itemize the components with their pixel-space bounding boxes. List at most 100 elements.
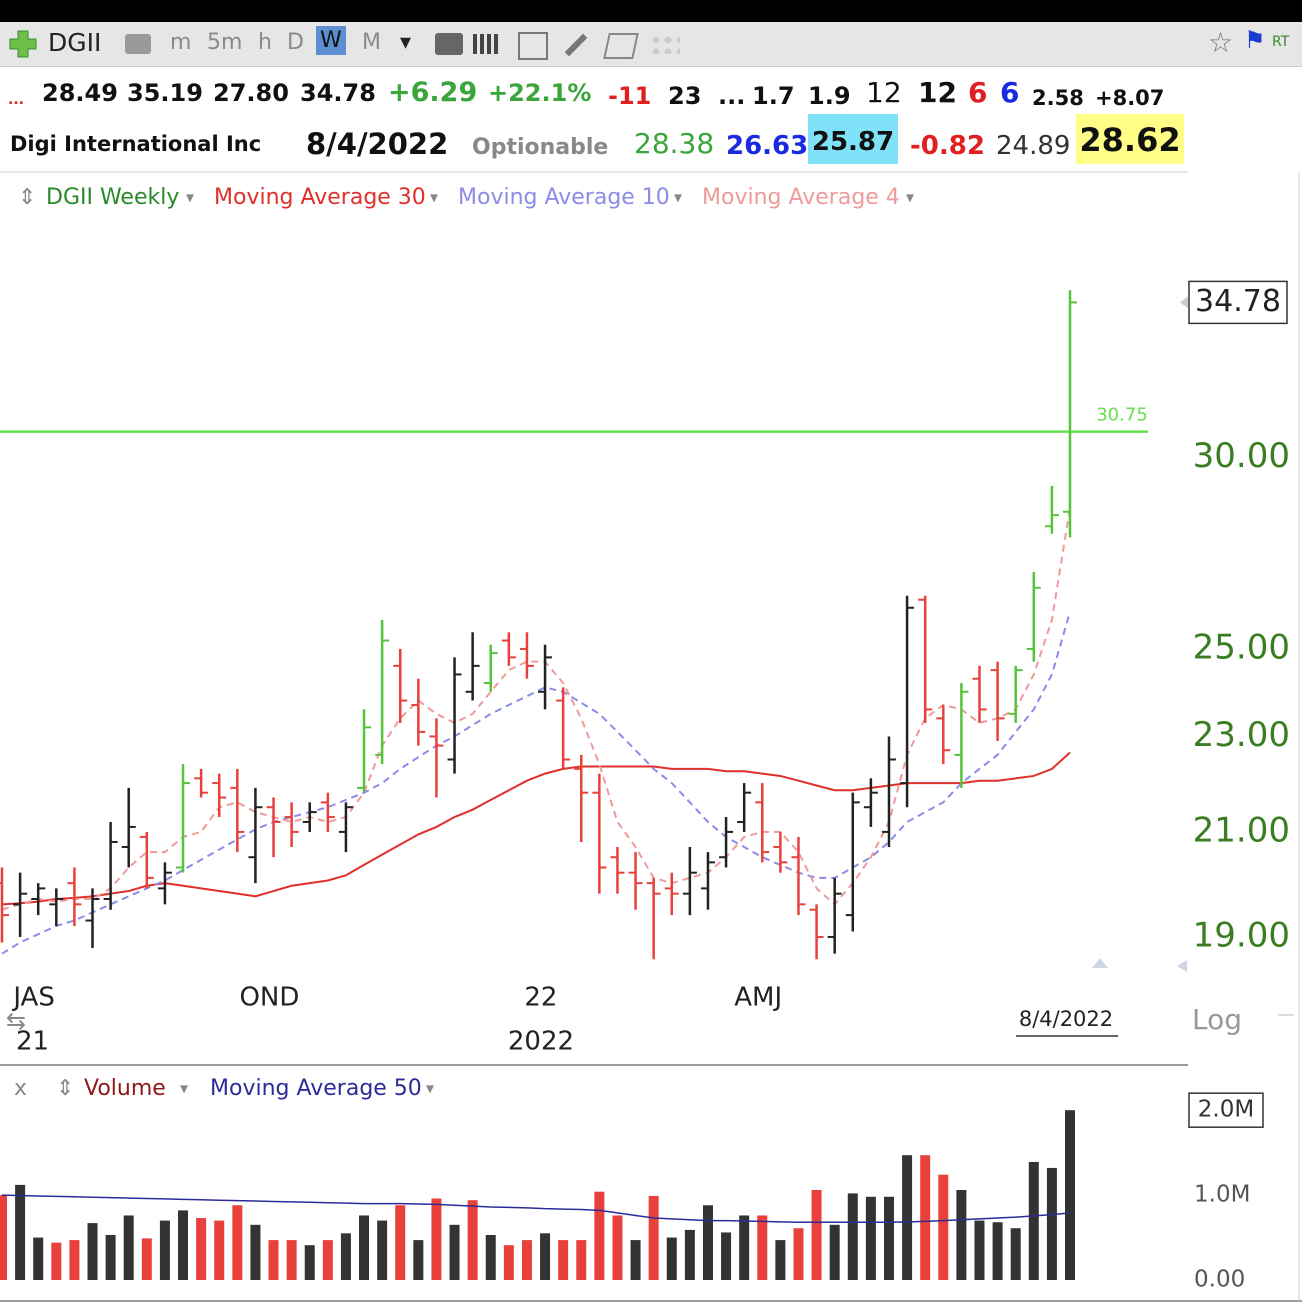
close-button[interactable]: x bbox=[14, 1076, 27, 1101]
y-tick-label: 21.00 bbox=[1193, 810, 1290, 850]
volume-bar bbox=[829, 1224, 840, 1280]
volume-bar bbox=[1028, 1161, 1039, 1280]
quote-value: 12 bbox=[866, 76, 902, 109]
realtime: RT bbox=[1272, 34, 1290, 50]
x-tick-label: JAS bbox=[11, 983, 55, 1013]
volume-bar bbox=[775, 1240, 786, 1280]
legend-entry[interactable]: Volume bbox=[84, 1076, 166, 1101]
legend-icon: ⇕ bbox=[56, 1076, 74, 1101]
volume-bar bbox=[1046, 1167, 1057, 1280]
volume-bar bbox=[956, 1190, 967, 1280]
volume-bar bbox=[69, 1240, 80, 1280]
symbol[interactable]: DGII bbox=[48, 28, 102, 57]
volume-bar bbox=[159, 1220, 170, 1280]
scroll-icon[interactable]: ⇆ bbox=[6, 1007, 26, 1035]
scroll-arrow[interactable] bbox=[1092, 958, 1108, 968]
legend-entry[interactable]: Moving Average 10 bbox=[458, 185, 670, 210]
dropdown[interactable]: ▾ bbox=[906, 188, 914, 207]
volume-bar bbox=[340, 1233, 351, 1280]
last-volume-label: 2.0M bbox=[1198, 1097, 1254, 1123]
icon[interactable] bbox=[125, 34, 151, 54]
dropdown[interactable]: ▾ bbox=[426, 1079, 434, 1098]
star[interactable]: ☆ bbox=[1208, 26, 1234, 59]
quote-value: 6 bbox=[1000, 76, 1020, 109]
y-tick-label: 1.0M bbox=[1194, 1182, 1250, 1208]
interval[interactable]: M bbox=[362, 30, 381, 55]
volume-bar bbox=[521, 1240, 532, 1280]
volume-bar bbox=[485, 1235, 496, 1280]
icon[interactable] bbox=[473, 34, 501, 54]
icon[interactable] bbox=[518, 32, 548, 60]
volume-bar bbox=[757, 1215, 768, 1280]
quote-value: 27.80 bbox=[213, 79, 289, 107]
quote-value: 6 bbox=[968, 76, 988, 109]
volume-bar bbox=[196, 1218, 207, 1280]
quote-value: -0.82 bbox=[910, 131, 985, 161]
icon[interactable] bbox=[564, 33, 588, 57]
y-tick-label: 30.00 bbox=[1193, 436, 1290, 476]
volume-bar bbox=[702, 1205, 713, 1280]
y-tick-label: 25.00 bbox=[1193, 627, 1290, 667]
volume-bar bbox=[286, 1240, 297, 1280]
quote-value: ... bbox=[718, 82, 746, 110]
dropdown[interactable]: ▾ bbox=[186, 188, 194, 207]
icon[interactable] bbox=[435, 33, 463, 55]
flag[interactable]: ⚑ bbox=[1244, 26, 1266, 54]
volume-moving-average bbox=[1, 1194, 1071, 1224]
volume-bar bbox=[865, 1196, 876, 1280]
icon[interactable] bbox=[650, 34, 680, 54]
interval[interactable]: D bbox=[287, 30, 304, 55]
scale-label[interactable]: Log bbox=[1192, 1003, 1242, 1036]
company-name: Digi International Inc bbox=[10, 132, 262, 156]
volume-bar bbox=[359, 1215, 370, 1280]
legend-entry[interactable]: Moving Average 50 bbox=[210, 1076, 422, 1101]
volume-bar bbox=[793, 1228, 804, 1280]
volume-bar bbox=[105, 1235, 116, 1280]
volume-bar bbox=[123, 1215, 134, 1280]
x-tick-label: 22 bbox=[524, 983, 557, 1013]
moving-average bbox=[1, 751, 1071, 906]
last-price-box bbox=[1188, 280, 1288, 325]
volume-bar bbox=[883, 1196, 894, 1280]
quote-value: +6.29 bbox=[388, 77, 478, 108]
interval[interactable]: m bbox=[170, 30, 192, 55]
legend-icon: ⇕ bbox=[18, 185, 36, 210]
dropdown[interactable]: ▾ bbox=[674, 188, 682, 207]
interval[interactable]: h bbox=[258, 30, 272, 55]
volume-bar bbox=[51, 1242, 62, 1280]
x-tick-label: AMJ bbox=[734, 983, 782, 1013]
volume-bar bbox=[322, 1240, 333, 1280]
optionable: Optionable bbox=[472, 135, 609, 160]
volume-bar bbox=[974, 1220, 985, 1280]
volume-bar bbox=[594, 1191, 605, 1280]
y-tick-label: 19.00 bbox=[1193, 915, 1290, 955]
quote-value: 28.38 bbox=[634, 127, 715, 160]
volume-bar bbox=[395, 1205, 406, 1280]
scroll-arrow[interactable] bbox=[1177, 960, 1187, 972]
toolbar: DGII m 5m h D W M ▾ ☆ ⚑ RT bbox=[0, 22, 1302, 67]
date-marker: 8/4/2022 bbox=[1019, 1007, 1113, 1031]
quote-value: 35.19 bbox=[127, 79, 203, 107]
dropdown[interactable]: ▾ bbox=[400, 30, 412, 55]
quote-value: 23 bbox=[668, 82, 702, 110]
legend-entry[interactable]: Moving Average 30 bbox=[214, 185, 426, 210]
volume-bar bbox=[449, 1224, 460, 1280]
interval-selected[interactable]: W bbox=[316, 26, 346, 55]
dropdown[interactable]: ▾ bbox=[430, 188, 438, 207]
quote-value: +22.1% bbox=[488, 79, 592, 107]
volume-bar bbox=[902, 1155, 913, 1280]
volume-bar bbox=[431, 1198, 442, 1280]
interval[interactable]: 5m bbox=[207, 30, 243, 55]
legend-entry[interactable]: DGII Weekly bbox=[46, 185, 179, 210]
add-icon[interactable] bbox=[8, 29, 38, 59]
last-price-pointer bbox=[1180, 296, 1188, 309]
legend-entry[interactable]: Moving Average 4 bbox=[702, 185, 900, 210]
icon[interactable] bbox=[603, 33, 639, 59]
volume-bar bbox=[684, 1229, 695, 1280]
volume-bar bbox=[648, 1195, 659, 1280]
moving-average bbox=[1, 611, 1071, 955]
quote-value: ... bbox=[8, 92, 24, 108]
dropdown[interactable]: ▾ bbox=[180, 1079, 188, 1098]
volume-bar bbox=[413, 1240, 424, 1280]
last-volume-box bbox=[1188, 1092, 1264, 1128]
